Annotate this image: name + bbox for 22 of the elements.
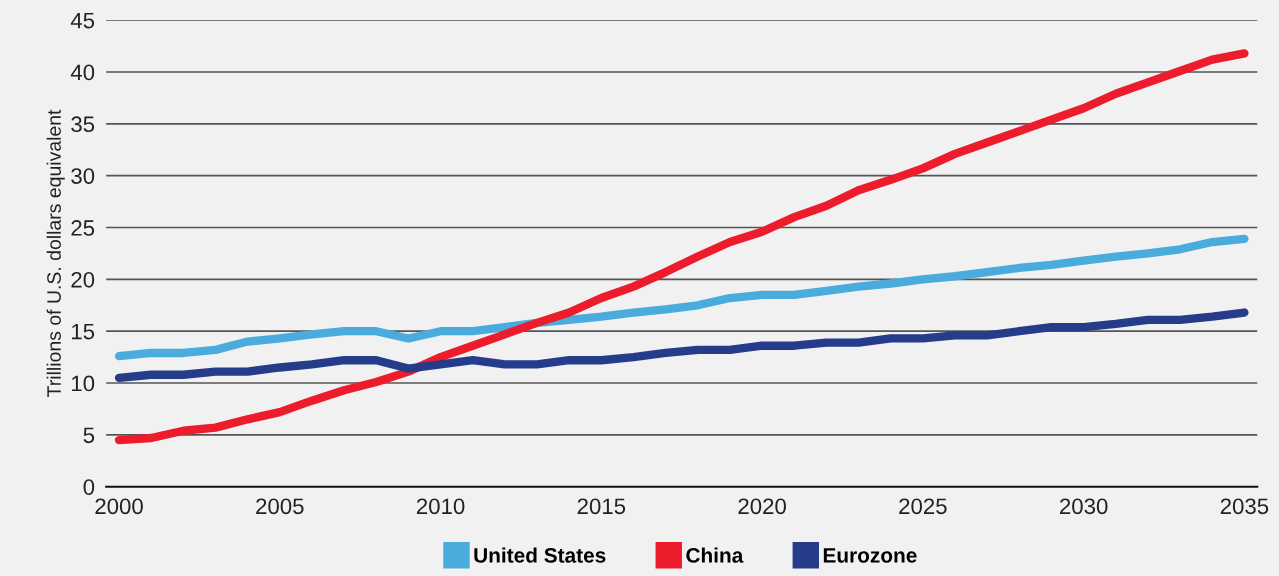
y-tick-label: 5 (83, 427, 95, 444)
x-tick-label: 2020 (738, 498, 786, 515)
y-tick-label: 20 (71, 271, 95, 288)
y-tick-label: 35 (71, 116, 95, 133)
y-tick-label: 15 (72, 323, 95, 340)
x-tick-label: 2005 (256, 498, 304, 515)
legend-label: Eurozone (823, 548, 917, 563)
x-tick-label: 2015 (577, 498, 626, 515)
legend-label: United States (474, 547, 606, 563)
y-tick-label: 45 (70, 12, 95, 29)
y-tick-label: 25 (71, 220, 95, 236)
y-axis-title: Trillions of U.S. dollars equivalent (46, 109, 65, 397)
legend-label: China (686, 547, 744, 563)
x-tick-label: 2000 (95, 498, 143, 515)
y-tick-label: 0 (83, 479, 95, 495)
x-tick-label: 2010 (416, 498, 465, 515)
y-tick-label: 10 (72, 375, 95, 392)
y-tick-label: 40 (70, 64, 95, 81)
x-tick-label: 2035 (1220, 498, 1269, 515)
y-tick-label: 30 (71, 168, 95, 184)
x-tick-label: 2025 (899, 498, 947, 515)
x-tick-label: 2030 (1060, 498, 1108, 515)
